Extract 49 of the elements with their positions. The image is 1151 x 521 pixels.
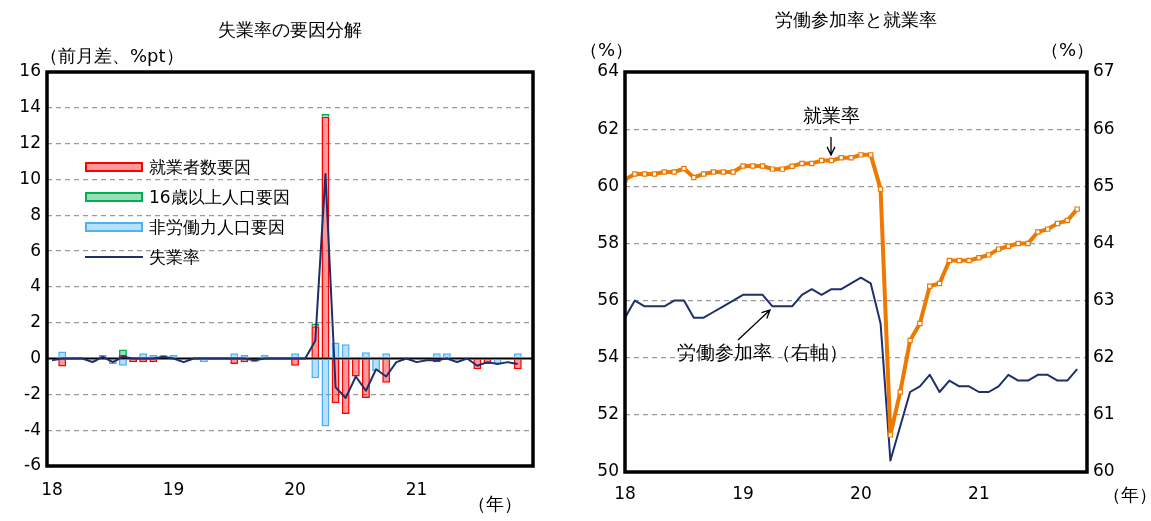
y-tick-label: -4 — [24, 418, 41, 439]
x-axis-title: （年） — [468, 492, 522, 516]
y2-tick-label: 66 — [1093, 117, 1115, 138]
legend-label: 非労働力人口要因 — [149, 216, 285, 239]
chart-title: 労働参加率と就業率 — [775, 8, 937, 32]
y2-tick-label: 64 — [1093, 231, 1115, 252]
y-tick-label: 58 — [597, 231, 619, 252]
y-tick-label: 60 — [597, 174, 619, 195]
y-tick-label: 52 — [597, 403, 619, 424]
y2-axis-title: （%） — [1041, 38, 1095, 62]
y-tick-label: 2 — [30, 311, 41, 332]
y-tick-label: 64 — [597, 60, 619, 81]
y-tick-label: 12 — [19, 132, 41, 153]
x-tick-label: 21 — [405, 478, 428, 499]
legend-label: 16歳以上人口要因 — [149, 186, 290, 209]
y-tick-label: 56 — [597, 288, 619, 309]
series-label: 就業率 — [802, 102, 860, 128]
series-label: 労働参加率（右軸） — [676, 340, 848, 366]
y2-tick-label: 60 — [1093, 460, 1115, 481]
x-tick-label: 19 — [162, 478, 185, 499]
y-tick-label: 8 — [30, 203, 41, 224]
x-tick-label: 20 — [284, 478, 306, 499]
y-tick-label: -6 — [24, 454, 41, 475]
y-tick-label: -2 — [24, 382, 41, 403]
y-tick-label: 54 — [597, 346, 619, 367]
y-tick-label: 14 — [19, 96, 41, 117]
y-tick-label: 0 — [30, 346, 41, 367]
y-tick-label: 10 — [19, 167, 41, 188]
y2-tick-label: 63 — [1093, 288, 1115, 309]
legend-label: 失業率 — [149, 246, 200, 269]
y-tick-label: 16 — [19, 60, 41, 81]
y-axis-title: （%） — [580, 38, 634, 62]
y-tick-label: 6 — [30, 239, 41, 260]
y2-tick-label: 62 — [1093, 346, 1115, 367]
x-tick-label: 19 — [732, 482, 754, 503]
chart-title: 失業率の要因分解 — [218, 18, 362, 42]
y2-tick-label: 65 — [1093, 174, 1115, 195]
y2-tick-label: 67 — [1093, 60, 1115, 81]
y-tick-label: 50 — [597, 460, 619, 481]
x-axis-title: （年） — [1103, 483, 1151, 507]
y2-tick-label: 61 — [1093, 403, 1115, 424]
x-tick-label: 18 — [614, 482, 636, 503]
y-tick-label: 4 — [30, 275, 41, 296]
y-axis-title: （前月差、%pt） — [40, 44, 184, 68]
x-tick-label: 21 — [968, 482, 990, 503]
legend-label: 就業者数要因 — [149, 156, 251, 179]
x-tick-label: 20 — [850, 482, 872, 503]
x-tick-label: 18 — [41, 478, 63, 499]
y-tick-label: 62 — [597, 117, 619, 138]
